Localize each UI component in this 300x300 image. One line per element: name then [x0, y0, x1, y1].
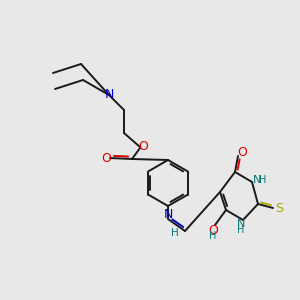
Text: O: O [237, 146, 247, 160]
Text: N: N [104, 88, 114, 101]
Text: O: O [101, 152, 111, 164]
Text: H: H [259, 175, 267, 185]
Text: N: N [253, 175, 261, 185]
Text: O: O [138, 140, 148, 154]
Text: H: H [209, 231, 217, 241]
Text: N: N [237, 219, 245, 229]
Text: N: N [163, 208, 173, 220]
Text: H: H [237, 225, 245, 235]
Text: S: S [275, 202, 283, 214]
Text: H: H [171, 228, 179, 238]
Text: O: O [208, 224, 218, 236]
